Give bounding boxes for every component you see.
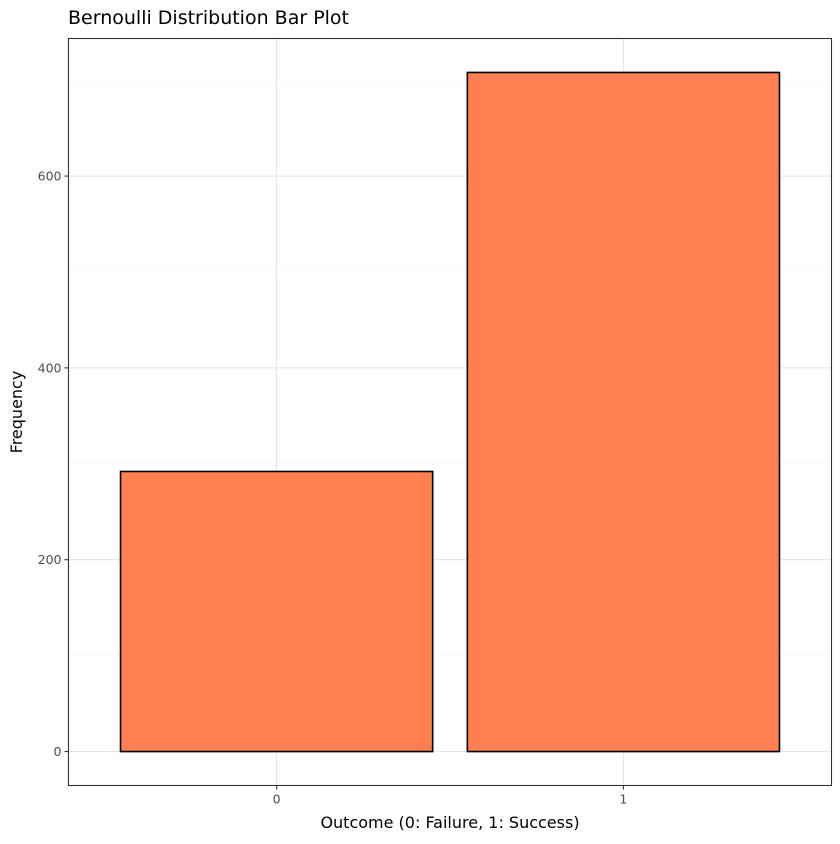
bar-0 xyxy=(119,470,434,753)
y-axis-title: Frequency xyxy=(7,371,26,454)
y-tick-label: 200 xyxy=(38,552,62,567)
bars xyxy=(119,71,781,753)
x-axis-title: Outcome (0: Failure, 1: Success) xyxy=(320,813,579,832)
x-tick-label: 0 xyxy=(273,792,281,807)
y-tick-label: 0 xyxy=(54,744,62,759)
y-tick-label: 400 xyxy=(38,360,62,375)
bar-1 xyxy=(466,71,781,753)
x-tick-label: 1 xyxy=(619,792,627,807)
plot-panel-border xyxy=(67,37,833,787)
chart-title: Bernoulli Distribution Bar Plot xyxy=(68,7,349,29)
y-tick-label: 600 xyxy=(38,169,62,184)
axes: 0 200 400 600 0 1 xyxy=(38,169,628,807)
